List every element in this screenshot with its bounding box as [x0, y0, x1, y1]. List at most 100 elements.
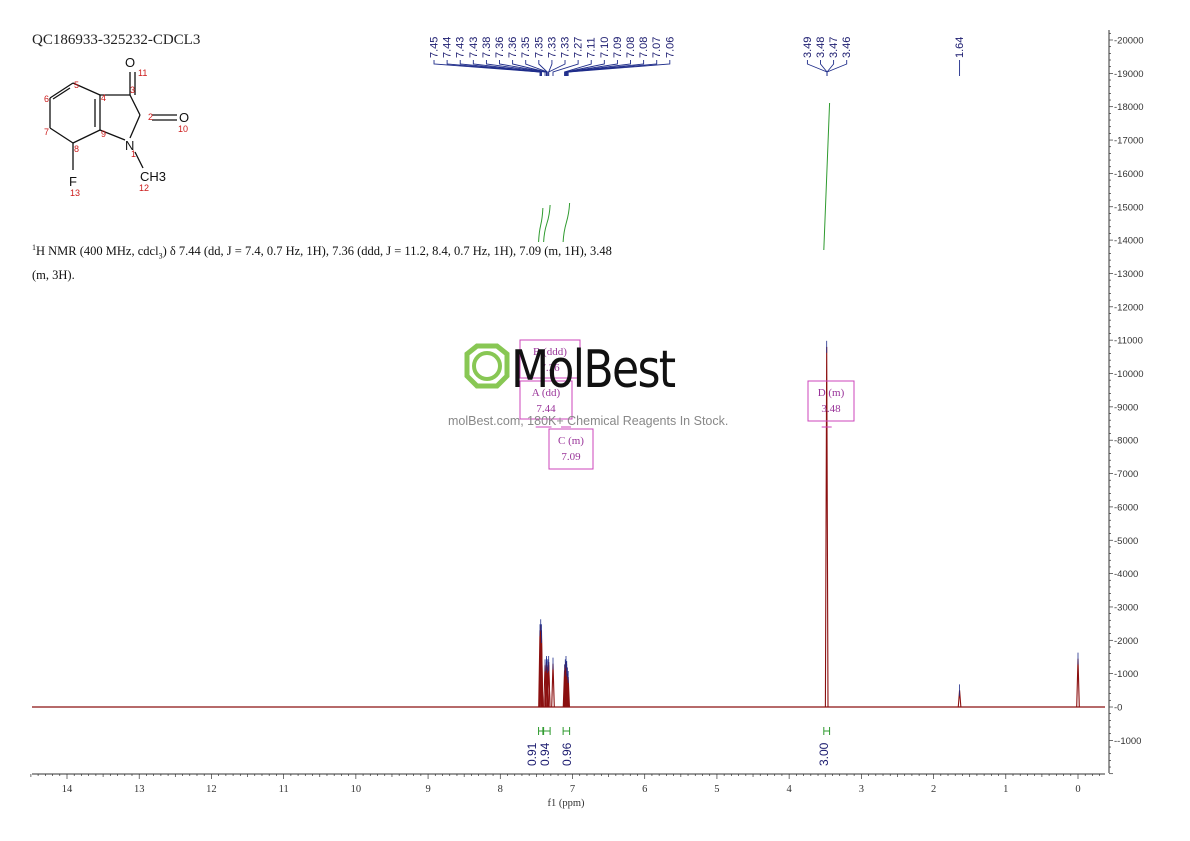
spectrum-peak [551, 663, 555, 708]
y-tick-label: -0 [1114, 703, 1122, 714]
watermark-subtitle: molBest.com, 180K+ Chemical Reagents In … [448, 414, 729, 428]
y-tick-label: -20000 [1114, 36, 1144, 47]
multiplet-name: C (m) [558, 435, 584, 447]
peak-label-line [826, 60, 835, 76]
integral-label: 0.94 [538, 742, 552, 766]
y-tick-label: -4000 [1114, 569, 1138, 580]
atom-number: 12 [139, 183, 149, 193]
multiplet-shift: 3.48 [821, 403, 841, 415]
y-tick-label: -18000 [1114, 102, 1144, 113]
peak-label-line [564, 60, 592, 76]
peak-label: 3.48 [815, 37, 827, 58]
structure-labels: O O N CH3 F 1 2 3 4 5 6 7 8 9 10 11 12 1… [44, 55, 189, 198]
atom-number: 1 [131, 149, 136, 159]
multiplet-box [548, 428, 594, 470]
x-tick-label: 4 [787, 784, 793, 795]
bond [134, 151, 144, 169]
spectrum-peak [1076, 658, 1080, 708]
y-tick-label: -14000 [1114, 236, 1144, 247]
y-tick-label: -16000 [1114, 169, 1144, 180]
x-tick-label: 3 [859, 784, 864, 795]
y-tick-label: -13000 [1114, 269, 1144, 280]
x-axis: 14 13 12 11 10 9 8 7 6 5 4 3 2 1 0 [30, 773, 1105, 795]
peak-label-line [566, 60, 645, 76]
peak-label: 3.49 [802, 37, 814, 58]
x-tick-label: 8 [498, 784, 503, 795]
multiplet-box [519, 380, 573, 420]
multiplet-name: B (ddd) [533, 346, 567, 358]
peak-label-line [512, 60, 547, 76]
x-tick-label: 1 [1003, 784, 1008, 795]
peak-label-line [566, 60, 658, 76]
atom-number: 11 [138, 68, 147, 78]
chemical-structure [49, 72, 177, 170]
y-tick-label: -9000 [1114, 402, 1138, 413]
x-tick-label: 10 [351, 784, 362, 795]
peak-label: 7.36 [507, 37, 519, 58]
peak-label: 3.47 [828, 37, 840, 58]
x-tick-label: 6 [642, 784, 647, 795]
peak-label: 7.06 [664, 37, 676, 58]
nmr-prefix: 1 [32, 243, 36, 252]
peak-label: 7.08 [625, 37, 637, 58]
y-tick-label: -10000 [1114, 369, 1144, 380]
multiplet-box [519, 339, 581, 379]
peak-label-line [538, 60, 548, 76]
peak-label: 7.09 [612, 37, 624, 58]
y-tick-label: -19000 [1114, 69, 1144, 80]
multiplet-shift: 7.44 [536, 403, 556, 415]
y-tick-label: -7000 [1114, 469, 1138, 480]
atom-number: 4 [101, 93, 106, 103]
atom-number: 8 [74, 144, 79, 154]
y-tick-label: -2000 [1114, 636, 1138, 647]
atom-number: 3 [130, 85, 135, 95]
x-tick-label: 7 [570, 784, 575, 795]
peak-label: 3.46 [841, 37, 853, 58]
integral-curve [823, 102, 831, 251]
bond [72, 82, 101, 96]
atom-number: 7 [44, 127, 49, 137]
peak-label-line [567, 60, 671, 76]
integral-curve [543, 204, 551, 243]
y-tick-label: -12000 [1114, 302, 1144, 313]
x-tick-label: 13 [134, 784, 145, 795]
peak-label-line [472, 60, 542, 76]
peak-label-line [433, 60, 541, 76]
peak-label: 7.45 [429, 37, 441, 58]
atom-label: O [125, 55, 135, 70]
peak-label: 7.43 [468, 37, 480, 58]
atom-label: F [69, 174, 77, 189]
peak-label: 7.44 [442, 37, 454, 58]
integral-label: 0.91 [525, 742, 539, 766]
bond [129, 114, 141, 139]
y-tick-label: -17000 [1114, 136, 1144, 147]
peak-label: 7.38 [481, 37, 493, 58]
x-tick-label: 9 [425, 784, 430, 795]
peak-label: 7.35 [520, 37, 532, 58]
y-tick-label: -11000 [1114, 336, 1143, 347]
peak-label-line [552, 60, 579, 76]
peak-label-line [548, 60, 566, 76]
nmr-solvent: 3 [158, 251, 163, 261]
peak-label-line [820, 60, 828, 76]
multiplet-shift: 7.09 [561, 451, 581, 463]
atom-label: O [179, 110, 189, 125]
y-tick-label: -5000 [1114, 536, 1138, 547]
peak-label: 1.64 [954, 37, 966, 58]
watermark-brand: MolBest [511, 340, 676, 400]
sample-id: QC186933-325232-CDCL3 [32, 32, 201, 48]
integral-curves [538, 102, 831, 251]
peak-label-line [548, 60, 553, 76]
y-tick-label: -15000 [1114, 202, 1144, 213]
integral-labels: 0.91 0.94 0.96 3.00 [525, 727, 831, 766]
bond [52, 87, 71, 100]
peak-label: 7.35 [533, 37, 545, 58]
peak-label: 7.08 [638, 37, 650, 58]
x-tick-label: 2 [931, 784, 936, 795]
atom-number: 13 [70, 188, 80, 198]
nmr-nucleus: H NMR (400 MHz, cdcl [36, 244, 159, 259]
peak-label-line [564, 60, 605, 76]
bond [49, 127, 74, 144]
peak-label: 7.43 [455, 37, 467, 58]
peak-label-line [446, 60, 542, 76]
